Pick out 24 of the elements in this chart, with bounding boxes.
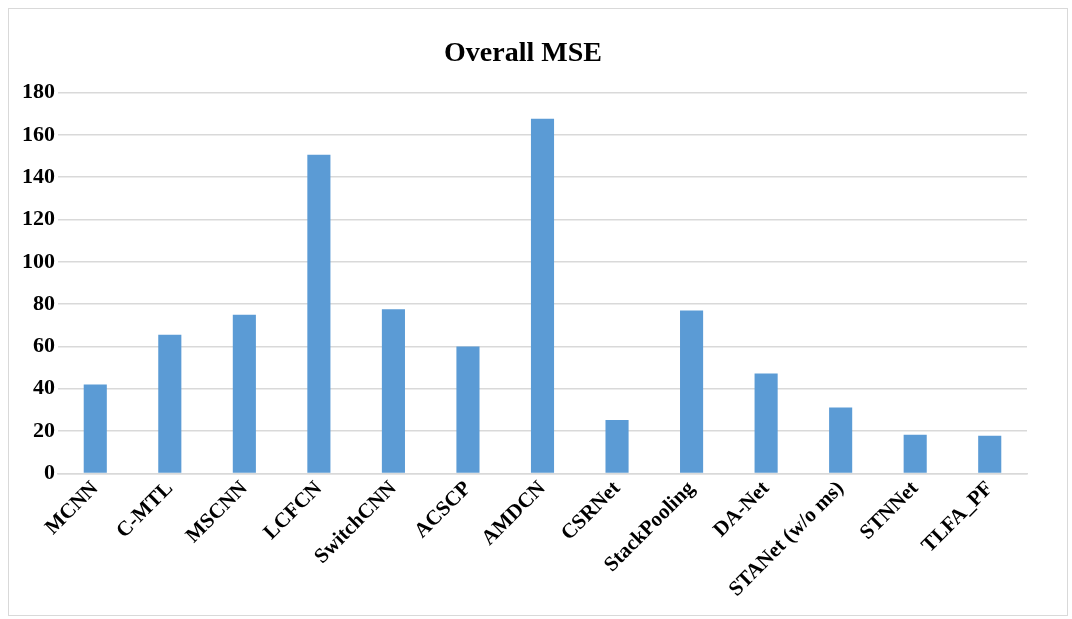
bar [754,373,778,473]
bar [83,384,107,473]
y-tick-label: 180 [22,78,55,104]
bar [978,435,1002,473]
bar [829,407,853,473]
bar [903,434,927,473]
bar [605,420,629,473]
y-tick-label: 20 [33,416,55,442]
chart-title: Overall MSE [444,36,602,68]
y-tick-label: 140 [22,162,55,188]
y-tick-label: 40 [33,374,55,400]
y-tick-label: 160 [22,120,55,146]
y-tick-label: 60 [33,332,55,358]
bar [232,314,256,473]
bar [381,309,405,473]
y-tick-label: 0 [44,459,55,485]
y-tick-label: 100 [22,247,55,273]
bar [456,346,480,473]
bar [530,118,555,473]
bar [307,154,331,473]
y-tick-label: 80 [33,289,55,315]
bar [158,334,182,473]
y-tick-label: 120 [22,205,55,231]
bar [680,310,704,473]
